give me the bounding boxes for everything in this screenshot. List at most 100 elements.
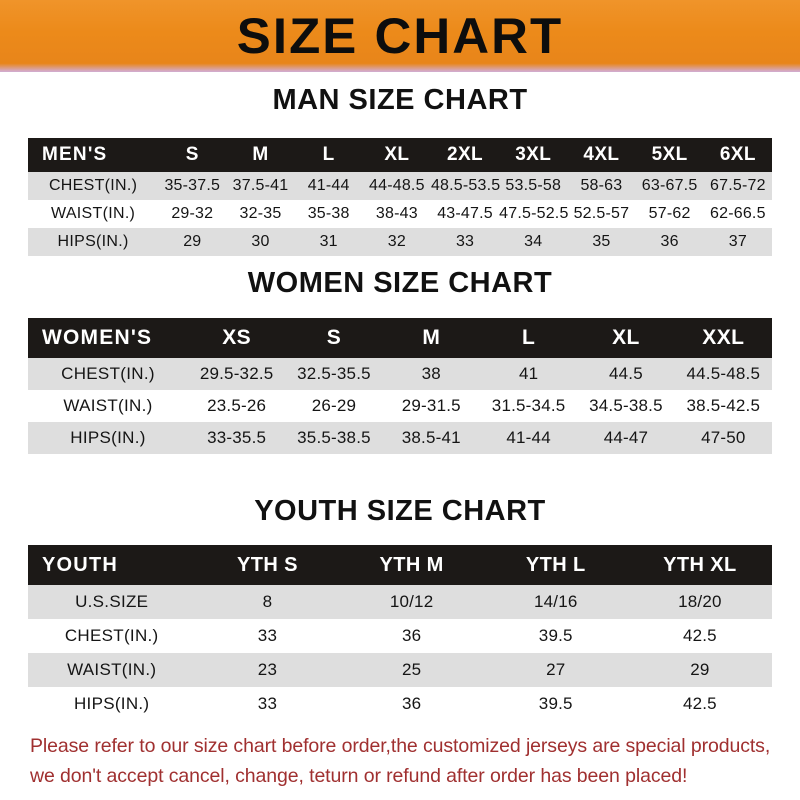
- row-header: CHEST(IN.): [61, 364, 155, 383]
- table-cell: 38.5-41: [401, 428, 461, 447]
- row-header: HIPS(IN.): [73, 694, 150, 713]
- row-header: CHEST(IN.): [48, 177, 138, 194]
- table-cell: 37: [728, 233, 747, 250]
- column-header: L: [522, 326, 536, 349]
- table-cell: 31.5-34.5: [491, 396, 566, 415]
- table-cell: 42.5: [682, 694, 717, 713]
- table-header-row: WOMEN'S XS S M L XL XXL: [28, 318, 772, 358]
- column-header: L: [322, 144, 335, 165]
- table-cell: 27: [546, 660, 566, 679]
- table-cell: 29: [690, 660, 710, 679]
- table-cell: 23: [257, 660, 278, 679]
- page-banner: SIZE CHART: [0, 0, 800, 72]
- table-cell: 41: [518, 364, 539, 383]
- table-cell: 62-66.5: [710, 205, 766, 222]
- table-row: WAIST(IN.) 23 25 27 29: [28, 653, 772, 687]
- table-cell: 35.5-38.5: [297, 428, 371, 447]
- table-cell: 34: [524, 233, 543, 250]
- table-cell: 29.5-32.5: [199, 364, 274, 383]
- table-cell: 26-29: [311, 396, 357, 415]
- table-cell: 38.5-42.5: [686, 396, 761, 415]
- table-row: WAIST(IN.) 23.5-26 26-29 29-31.5 31.5-34.5 34…: [28, 390, 772, 422]
- men-size-table: MEN'S S M L XL 2XL 3XL 4XL 5XL 6XL CHEST(IN.) 35-37…: [28, 138, 772, 256]
- table-cell: 31: [319, 233, 338, 250]
- table-cell: 29-31.5: [401, 396, 461, 415]
- table-cell: 42.5: [682, 626, 717, 645]
- table-cell: 39.5: [538, 626, 573, 645]
- column-header: M: [422, 326, 441, 349]
- table-row: WAIST(IN.) 29-32 32-35 35-38 38-43 43-47.5 47.…: [28, 200, 772, 228]
- table-cell: 47.5-52.5: [499, 205, 569, 222]
- column-header: XXL: [702, 326, 745, 349]
- column-header: XL: [612, 326, 640, 349]
- table-row: CHEST(IN.) 33 36 39.5 42.5: [28, 619, 772, 653]
- table-cell: 41-44: [307, 177, 350, 194]
- table-corner-label: MEN'S: [42, 144, 108, 165]
- table-cell: 32-35: [239, 205, 282, 222]
- table-cell: 67.5-72: [710, 177, 766, 194]
- table-header-row: YOUTH YTH S YTH M YTH L YTH XL: [28, 545, 772, 585]
- table-cell: 43-47.5: [437, 205, 493, 222]
- table-cell: 36: [660, 233, 679, 250]
- table-cell: 41-44: [506, 428, 551, 447]
- table-cell: 8: [262, 592, 273, 611]
- table-cell: 44.5-48.5: [686, 364, 761, 383]
- column-header: XS: [222, 326, 252, 349]
- women-size-table: WOMEN'S XS S M L XL XXL CHEST(IN.) 29.5-32.5 32.5…: [28, 318, 772, 454]
- table-cell: 37.5-41: [232, 177, 289, 194]
- youth-size-table: YOUTH YTH S YTH M YTH L YTH XL U.S.SIZE 8 10/12…: [28, 545, 772, 721]
- column-header: S: [185, 144, 199, 165]
- table-cell: 34.5-38.5: [589, 396, 663, 415]
- table-cell: 63-67.5: [641, 177, 698, 194]
- table-header-row: MEN'S S M L XL 2XL 3XL 4XL 5XL 6XL: [28, 138, 772, 172]
- table-corner-label: YOUTH: [42, 553, 118, 576]
- table-cell: 33: [257, 694, 278, 713]
- table-cell: 38-43: [375, 205, 418, 222]
- column-header: YTH S: [237, 553, 298, 576]
- row-header: HIPS(IN.): [70, 428, 146, 447]
- table-cell: 44-48.5: [369, 177, 425, 194]
- row-header: HIPS(IN.): [57, 233, 129, 250]
- table-cell: 25: [401, 660, 422, 679]
- column-header: YTH XL: [663, 553, 737, 576]
- table-row: HIPS(IN.) 33 36 39.5 42.5: [28, 687, 772, 721]
- table-cell: 33: [257, 626, 278, 645]
- table-row: HIPS(IN.) 33-35.5 35.5-38.5 38.5-41 41-44 44-…: [28, 422, 772, 454]
- man-section-title: MAN SIZE CHART: [272, 84, 528, 116]
- table-cell: 23.5-26: [207, 396, 267, 415]
- order-policy-note-line-1: Please refer to our size chart before or…: [30, 735, 771, 757]
- row-header: WAIST(IN.): [67, 660, 157, 679]
- table-cell: 39.5: [538, 694, 573, 713]
- table-cell: 38: [421, 364, 441, 383]
- order-policy-note-line-2: we don't accept cancel, change, teturn o…: [30, 765, 688, 787]
- table-cell: 29-32: [171, 205, 214, 222]
- column-header: M: [252, 144, 269, 165]
- table-cell: 44-47: [603, 428, 649, 447]
- table-cell: 33-35.5: [207, 428, 267, 447]
- table-cell: 36: [401, 694, 422, 713]
- column-header: 6XL: [719, 144, 756, 165]
- table-cell: 30: [251, 233, 270, 250]
- table-cell: 32.5-35.5: [297, 364, 371, 383]
- table-row: CHEST(IN.) 29.5-32.5 32.5-35.5 38 41 44.5 44.5…: [28, 358, 772, 390]
- table-corner-label: WOMEN'S: [42, 326, 153, 349]
- table-row: CHEST(IN.) 35-37.5 37.5-41 41-44 44-48.5 48.5…: [28, 172, 772, 200]
- table-cell: 44.5: [609, 364, 643, 383]
- table-cell: 47-50: [701, 428, 746, 447]
- row-header: WAIST(IN.): [51, 205, 136, 222]
- table-cell: 58-63: [580, 177, 623, 194]
- table-cell: 33: [455, 233, 475, 250]
- table-row: HIPS(IN.) 29 30 31 32 33 34 35 36 37: [28, 228, 772, 256]
- youth-section-title: YOUTH SIZE CHART: [254, 495, 546, 527]
- table-cell: 48.5-53.5: [430, 177, 501, 194]
- column-header: 3XL: [515, 144, 552, 165]
- row-header: U.S.SIZE: [75, 592, 149, 611]
- column-header: XL: [384, 144, 410, 165]
- column-header: YTH M: [379, 553, 444, 576]
- table-cell: 57-62: [648, 205, 691, 222]
- row-header: CHEST(IN.): [64, 626, 159, 645]
- column-header: S: [326, 326, 342, 349]
- table-cell: 35: [592, 233, 611, 250]
- table-cell: 52.5-57: [573, 205, 630, 222]
